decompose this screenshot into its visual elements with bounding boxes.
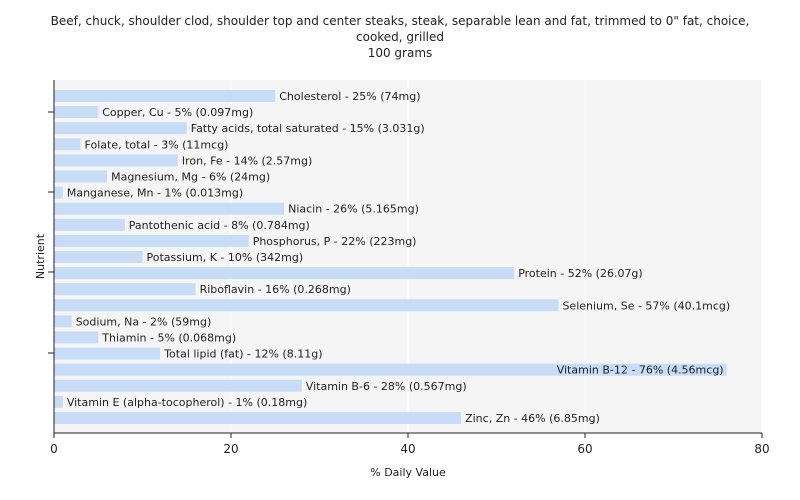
bar [54,299,559,312]
bar [54,202,285,215]
x-tick-label: 60 [577,442,592,456]
bar-label: Thiamin - 5% (0.068mg) [101,332,236,345]
bar-label: Pantothenic acid - 8% (0.784mg) [129,219,310,232]
bar-label: Folate, total - 3% (11mcg) [85,138,229,151]
bar [54,170,108,183]
x-tick-label: 80 [754,442,769,456]
bar-label: Vitamin B-6 - 28% (0.567mg) [306,380,467,393]
bar [54,122,187,135]
bar-label: Manganese, Mn - 1% (0.013mg) [67,187,243,200]
bar-label: Potassium, K - 10% (342mg) [147,251,304,264]
chart-subtitle: 100 grams [367,46,433,60]
bar-label: Vitamin E (alpha-tocopherol) - 1% (0.18m… [67,396,307,409]
bar [54,234,249,247]
bar [54,106,99,119]
bar-label: Selenium, Se - 57% (40.1mcg) [562,299,730,312]
bar-label: Vitamin B-12 - 76% (4.56mcg) [557,364,724,377]
x-tick-label: 0 [50,442,58,456]
bar-label: Iron, Fe - 14% (2.57mg) [182,154,312,167]
bar [54,347,161,360]
chart-title-line-1: Beef, chuck, shoulder clod, shoulder top… [50,14,750,28]
bar [54,218,125,231]
x-tick-label: 20 [223,442,238,456]
bar [54,138,81,151]
bar-label: Copper, Cu - 5% (0.097mg) [102,106,253,119]
bar-label: Riboflavin - 16% (0.268mg) [200,283,351,296]
bar [54,154,178,167]
bar-label: Total lipid (fat) - 12% (8.11g) [163,348,322,361]
x-axis-label: % Daily Value [370,466,446,479]
bar-label: Sodium, Na - 2% (59mg) [76,315,212,328]
bar [54,90,276,102]
bar [54,412,462,424]
chart-title-line-2: cooked, grilled [356,30,444,44]
bar-label: Phosphorus, P - 22% (223mg) [253,235,417,248]
bar-label: Magnesium, Mg - 6% (24mg) [111,171,270,184]
chart-title: Beef, chuck, shoulder clod, shoulder top… [0,13,800,61]
y-axis-label: Nutrient [34,233,47,279]
bar [54,395,63,408]
bars [54,90,727,424]
bar [54,267,515,280]
bar [54,363,727,376]
bar [54,315,72,328]
bar-labels: Cholesterol - 25% (74mg) Copper, Cu - 5% … [67,90,730,425]
bar [54,283,196,296]
axes: 0 20 40 60 80 [48,80,770,456]
bar-label: Fatty acids, total saturated - 15% (3.03… [191,122,425,135]
bar-label: Niacin - 26% (5.165mg) [288,203,419,216]
bar [54,331,99,344]
x-tick-label: 40 [400,442,415,456]
bar-label: Zinc, Zn - 46% (6.85mg) [465,412,600,425]
bar [54,186,63,199]
bar [54,251,143,263]
bar-label: Protein - 52% (26.07g) [518,267,643,280]
bar [54,379,302,392]
bar-label: Cholesterol - 25% (74mg) [279,90,420,103]
